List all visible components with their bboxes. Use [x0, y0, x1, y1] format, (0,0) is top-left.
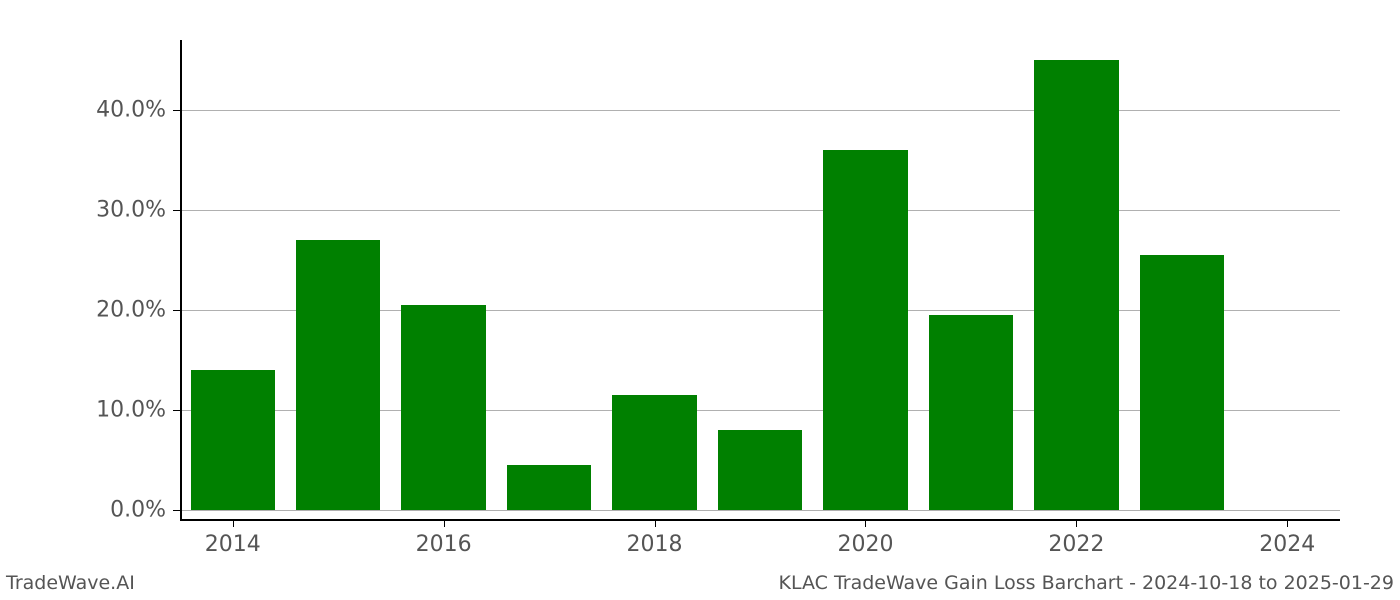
x-tick-label: 2020	[837, 532, 893, 557]
y-tick-label: 10.0%	[66, 398, 166, 423]
y-tick-label: 40.0%	[66, 98, 166, 123]
bar	[1140, 255, 1224, 510]
bar	[507, 465, 591, 510]
x-tick-mark	[865, 520, 866, 527]
x-tick-mark	[655, 520, 656, 527]
x-tick-mark	[1287, 520, 1288, 527]
grid-line	[180, 110, 1340, 111]
y-tick-label: 0.0%	[66, 498, 166, 523]
x-tick-label: 2024	[1259, 532, 1315, 557]
x-tick-label: 2022	[1048, 532, 1104, 557]
footer-left-text: TradeWave.AI	[6, 572, 135, 594]
bar	[191, 370, 275, 510]
x-tick-label: 2016	[416, 532, 472, 557]
x-tick-label: 2018	[627, 532, 683, 557]
x-axis-spine	[180, 519, 1340, 521]
bar	[823, 150, 907, 510]
footer-right-text: KLAC TradeWave Gain Loss Barchart - 2024…	[779, 572, 1395, 594]
x-tick-label: 2014	[205, 532, 261, 557]
bar	[1034, 60, 1118, 510]
y-tick-mark	[173, 110, 180, 111]
y-tick-mark	[173, 410, 180, 411]
x-tick-mark	[233, 520, 234, 527]
chart-plot-area: 0.0%10.0%20.0%30.0%40.0%2014201620182020…	[180, 40, 1340, 520]
y-tick-label: 30.0%	[66, 198, 166, 223]
x-tick-mark	[1076, 520, 1077, 527]
bar	[296, 240, 380, 510]
y-tick-label: 20.0%	[66, 298, 166, 323]
bar	[401, 305, 485, 510]
y-tick-mark	[173, 210, 180, 211]
grid-line	[180, 210, 1340, 211]
bar	[612, 395, 696, 510]
y-tick-mark	[173, 510, 180, 511]
x-tick-mark	[444, 520, 445, 527]
y-axis-spine	[180, 40, 182, 520]
grid-line	[180, 510, 1340, 511]
bar	[718, 430, 802, 510]
bar	[929, 315, 1013, 510]
y-tick-mark	[173, 310, 180, 311]
